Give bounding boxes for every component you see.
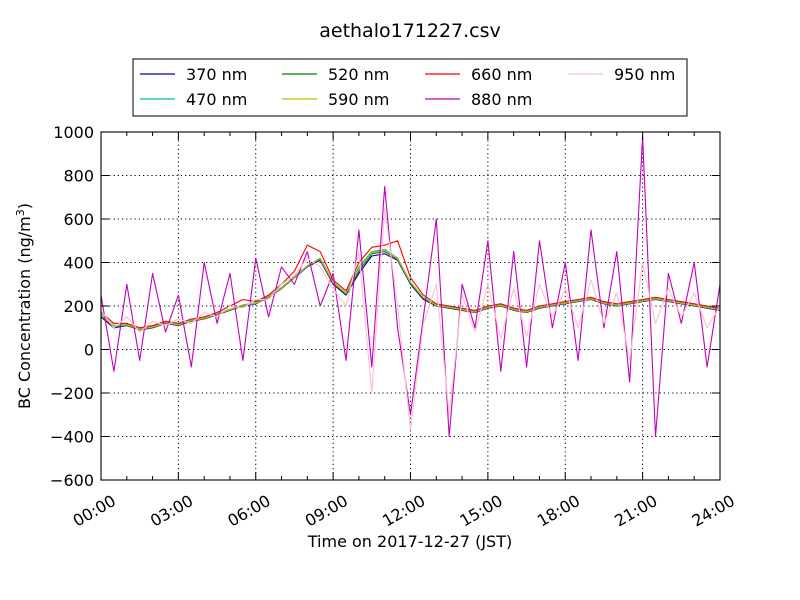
x-tick-label: 03:00 [147,491,196,531]
legend-label: 370 nm [186,65,247,84]
y-axis-label-end: ) [15,203,34,209]
grid [101,132,720,480]
series-line-950-nm [100,207,721,431]
legend-box [132,58,688,117]
y-tick-label: −200 [50,384,94,403]
x-tick-label: 00:00 [70,491,119,531]
y-axis-label: BC Concentration (ng/m3) [14,203,35,409]
y-tick-label: 400 [63,254,94,273]
series-line-590-nm [100,249,721,330]
legend-label: 950 nm [614,65,675,84]
y-tick-label: 1000 [53,123,94,142]
x-tick-label: 15:00 [456,491,505,531]
legend-label: 520 nm [328,65,389,84]
y-tick-label: −400 [50,428,94,447]
legend-label: 880 nm [471,90,532,109]
legend-items: 370 nm 470 nm 520 nm 590 nm 660 nm 880 nm 950 … [140,65,675,109]
legend-label: 660 nm [471,65,532,84]
legend-label: 470 nm [186,90,247,109]
series-line-660-nm [100,240,721,329]
y-axis-label-main: BC Concentration (ng/m [15,216,34,409]
x-tick-label: 24:00 [689,491,738,531]
series-line-880-nm [100,135,721,438]
series-group [100,135,721,438]
x-tick-label: 09:00 [302,491,351,531]
y-tick-label: 800 [63,167,94,186]
x-tick-label: 21:00 [611,491,660,531]
legend: 370 nm 470 nm 520 nm 590 nm 660 nm 880 nm 950 … [132,58,688,117]
legend-label: 590 nm [328,90,389,109]
y-tick-label: 0 [84,341,94,360]
x-axis-label: Time on 2017-12-27 (JST) [307,532,512,551]
y-tick-label: 600 [63,210,94,229]
chart-title: aethalo171227.csv [319,20,501,42]
x-tick-label: 12:00 [379,491,428,531]
x-tick-label: 18:00 [534,491,583,531]
x-tick-label: 06:00 [224,491,273,531]
y-axis-label-superscript: 3 [14,209,27,216]
y-tick-label: −600 [50,471,94,490]
y-tick-label: 200 [63,297,94,316]
